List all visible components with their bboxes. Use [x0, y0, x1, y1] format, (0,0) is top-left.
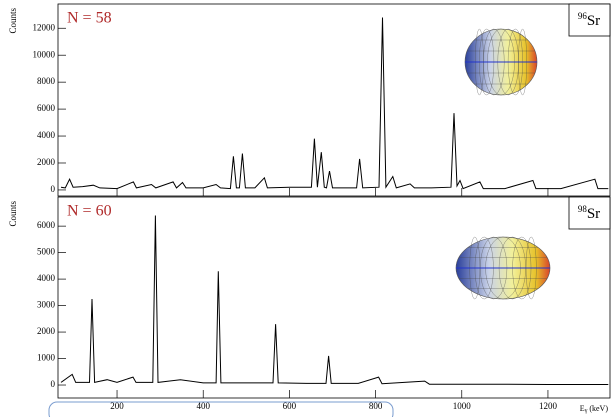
y-tick-label: 12000 — [33, 22, 56, 32]
y-tick-label: 6000 — [37, 220, 56, 230]
x-axis-label: Eγ (keV) — [580, 404, 609, 415]
y-axis-label: Counts — [8, 8, 18, 34]
y-tick-label: 3000 — [37, 300, 56, 310]
isotope-box — [568, 196, 611, 230]
x-tick-label: 1200 — [539, 401, 558, 411]
legend-box — [48, 401, 394, 417]
y-tick-label: 2000 — [37, 326, 56, 336]
panel-label: N = 60 — [67, 203, 112, 220]
y-tick-label: 4000 — [37, 130, 56, 140]
isotope-mass: 96 — [578, 11, 588, 21]
isotope-label: 96Sr — [578, 11, 600, 29]
x-tick-label: 200 — [110, 401, 124, 411]
x-label-base: E — [580, 404, 585, 413]
y-tick-label: 5000 — [37, 247, 56, 257]
isotope-box — [568, 3, 611, 37]
y-tick-label: 1000 — [37, 353, 56, 363]
plot-frame — [57, 196, 611, 399]
y-tick-label: 8000 — [37, 76, 56, 86]
y-tick-label: 4000 — [37, 273, 56, 283]
y-tick-label: 0 — [51, 379, 56, 389]
x-label-sub: γ — [584, 408, 588, 414]
isotope-symbol: Sr — [587, 13, 600, 29]
spectrum-line — [60, 17, 609, 190]
x-tick-label: 1000 — [453, 401, 472, 411]
y-tick-label: 2000 — [37, 157, 56, 167]
y-tick-label: 10000 — [33, 49, 56, 59]
y-axis-label: Counts — [8, 201, 18, 227]
panel-label: N = 58 — [67, 10, 112, 27]
isotope-mass: 98 — [578, 204, 588, 214]
x-tick-label: 400 — [196, 401, 210, 411]
y-tick-label: 6000 — [37, 103, 56, 113]
isotope-symbol: Sr — [587, 206, 600, 222]
x-tick-label: 800 — [369, 401, 383, 411]
y-tick-label: 0 — [51, 184, 56, 194]
spectrum-line — [60, 215, 609, 385]
isotope-label: 98Sr — [578, 204, 600, 222]
x-tick-label: 600 — [283, 401, 297, 411]
x-label-rest: (keV) — [587, 404, 608, 413]
plot-frame — [57, 3, 611, 197]
